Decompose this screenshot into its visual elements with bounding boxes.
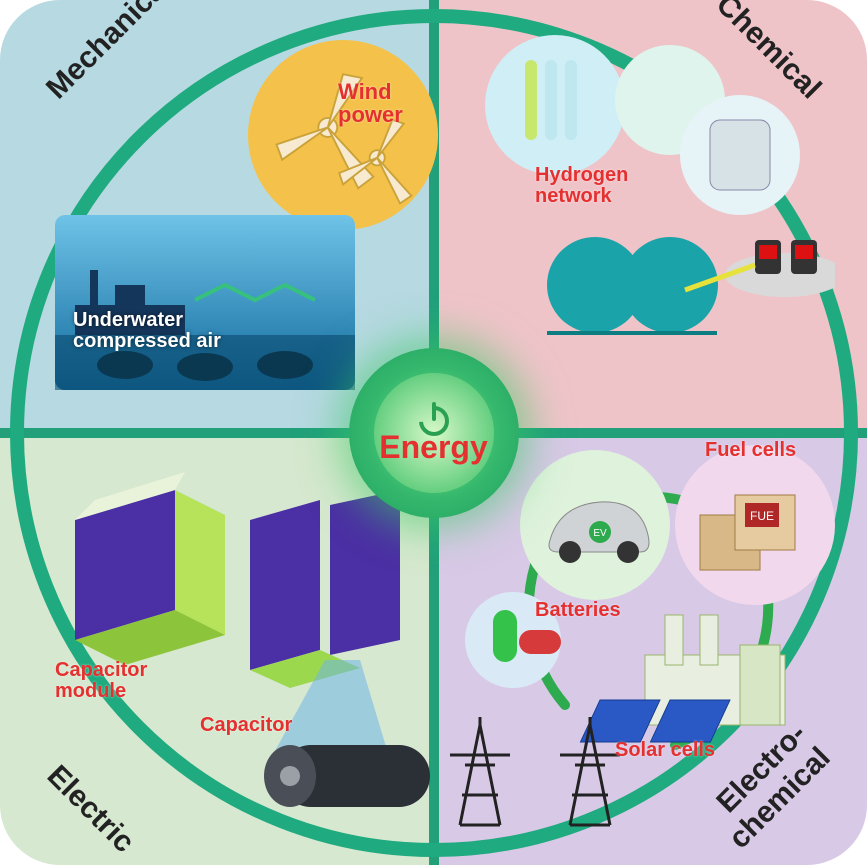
solar-cells-label: Solar cells [615,740,715,761]
svg-text:FUE: FUE [750,509,774,523]
batteries-label: Batteries [535,600,621,621]
item-hydrogen-network: Hydrogen network [455,35,835,355]
item-underwater-air: Underwater compressed air [55,215,355,390]
capacitor-module-label: Capacitor module [55,660,147,702]
wind-power-label: Wind power [338,80,438,126]
capacitor-icon [210,490,460,830]
hydrogen-network-label: Hydrogen network [535,165,628,207]
item-capacitor: Capacitor [210,490,460,830]
fuel-cells-label: Fuel cells [705,440,796,461]
item-wind-power: Wind power [248,40,438,230]
wind-turbine-icon [248,40,438,230]
center-energy-button: Energy [349,348,519,518]
center-inner: Energy [374,373,494,493]
capacitor-label: Capacitor [200,715,292,736]
svg-text:EV: EV [593,528,607,539]
hydrogen-network-icon [455,35,835,355]
center-label: Energy [379,429,487,466]
energy-infographic: Wind power Underwater compressed air [0,0,867,865]
underwater-air-label: Underwater compressed air [73,310,221,352]
underwater-air-icon [55,215,355,390]
